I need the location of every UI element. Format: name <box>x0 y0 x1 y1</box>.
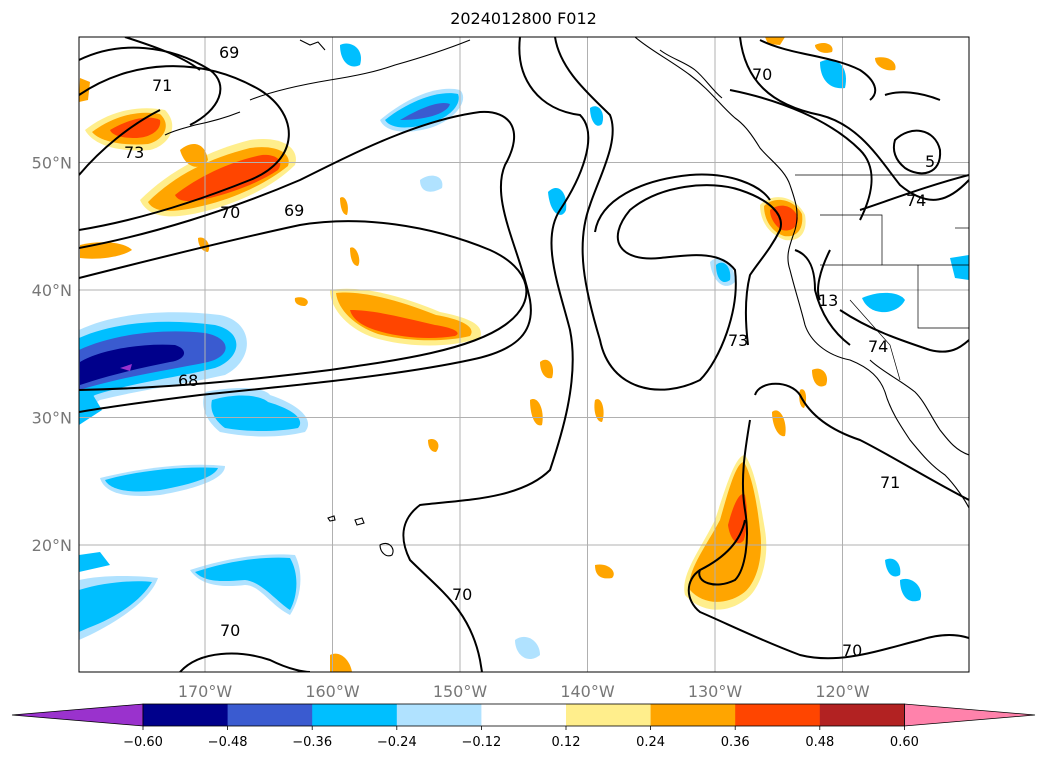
latitude-label: 30°N <box>32 409 72 428</box>
contour-label: 70 <box>220 203 240 222</box>
latitude-labels: 50°N 40°N 30°N 20°N <box>32 154 72 556</box>
colorbar-tick-label: 0.24 <box>636 735 665 750</box>
colorbar-segment <box>143 704 229 726</box>
colorbar-segment <box>227 704 313 726</box>
longitude-label: 140°W <box>560 682 615 701</box>
colorbar-outline <box>142 703 905 727</box>
colorbar-segment <box>312 704 398 726</box>
longitude-label: 170°W <box>178 682 233 701</box>
contour-label: 70 <box>452 585 472 604</box>
colorbar-tick-label: 0.36 <box>721 735 750 750</box>
colorbar-segment <box>650 704 736 726</box>
colorbar-tick-label: −0.60 <box>123 735 163 750</box>
colorbar-tick-label: −0.48 <box>208 735 248 750</box>
colorbar-extend-high <box>904 703 1036 727</box>
colorbar-extend-low <box>11 703 144 727</box>
longitude-labels: 170°W 160°W 150°W 140°W 130°W 120°W <box>178 682 870 701</box>
contour-label: 70 <box>752 65 772 84</box>
contour-label: 71 <box>880 473 900 492</box>
contour-label: 5 <box>925 152 935 171</box>
contour-labels: 69 71 73 70 69 68 70 70 73 13 74 74 5 71… <box>124 43 935 660</box>
latitude-label: 50°N <box>32 154 72 173</box>
map-area: 69 71 73 70 69 68 70 70 73 13 74 74 5 71… <box>79 37 969 672</box>
latitude-label: 20°N <box>32 536 72 555</box>
colorbar-tick-label: 0.12 <box>552 735 581 750</box>
contour-label: 74 <box>868 337 888 356</box>
colorbar-segment <box>819 704 905 726</box>
colorbar-segment <box>735 704 821 726</box>
contour-label: 73 <box>124 143 144 162</box>
longitude-label: 150°W <box>433 682 488 701</box>
colorbar-segment <box>566 704 652 726</box>
longitude-label: 160°W <box>305 682 360 701</box>
contour-label: 70 <box>220 621 240 640</box>
contour-label: 13 <box>818 291 838 310</box>
contour-label: 70 <box>842 641 862 660</box>
height-contours <box>79 37 969 672</box>
map-frame <box>78 36 970 673</box>
colorbar-tick-label: 0.60 <box>890 735 919 750</box>
colorbar-segment <box>481 704 567 726</box>
colorbar-tick-label: 0.48 <box>805 735 834 750</box>
colorbar-tick-label: −0.24 <box>377 735 417 750</box>
coastlines <box>164 37 969 557</box>
colorbar-tick-label: −0.36 <box>292 735 332 750</box>
longitude-label: 120°W <box>815 682 870 701</box>
colorbar-segment <box>396 704 482 726</box>
contour-label: 73 <box>728 331 748 350</box>
longitude-label: 130°W <box>688 682 743 701</box>
graticule <box>79 37 969 672</box>
contour-label: 71 <box>152 76 172 95</box>
state-borders <box>795 174 969 381</box>
contour-label: 68 <box>178 371 198 390</box>
contour-label: 74 <box>906 191 926 210</box>
contour-label: 69 <box>284 201 304 220</box>
map-title: 2024012800 F012 <box>450 9 597 28</box>
colorbar-tick-label: −0.12 <box>461 735 501 750</box>
colorbar: −0.60 −0.48 −0.36 −0.24 −0.12 0.12 0.24 0.36 0.4… <box>11 703 1036 750</box>
contour-label: 69 <box>219 43 239 62</box>
latitude-label: 40°N <box>32 281 72 300</box>
